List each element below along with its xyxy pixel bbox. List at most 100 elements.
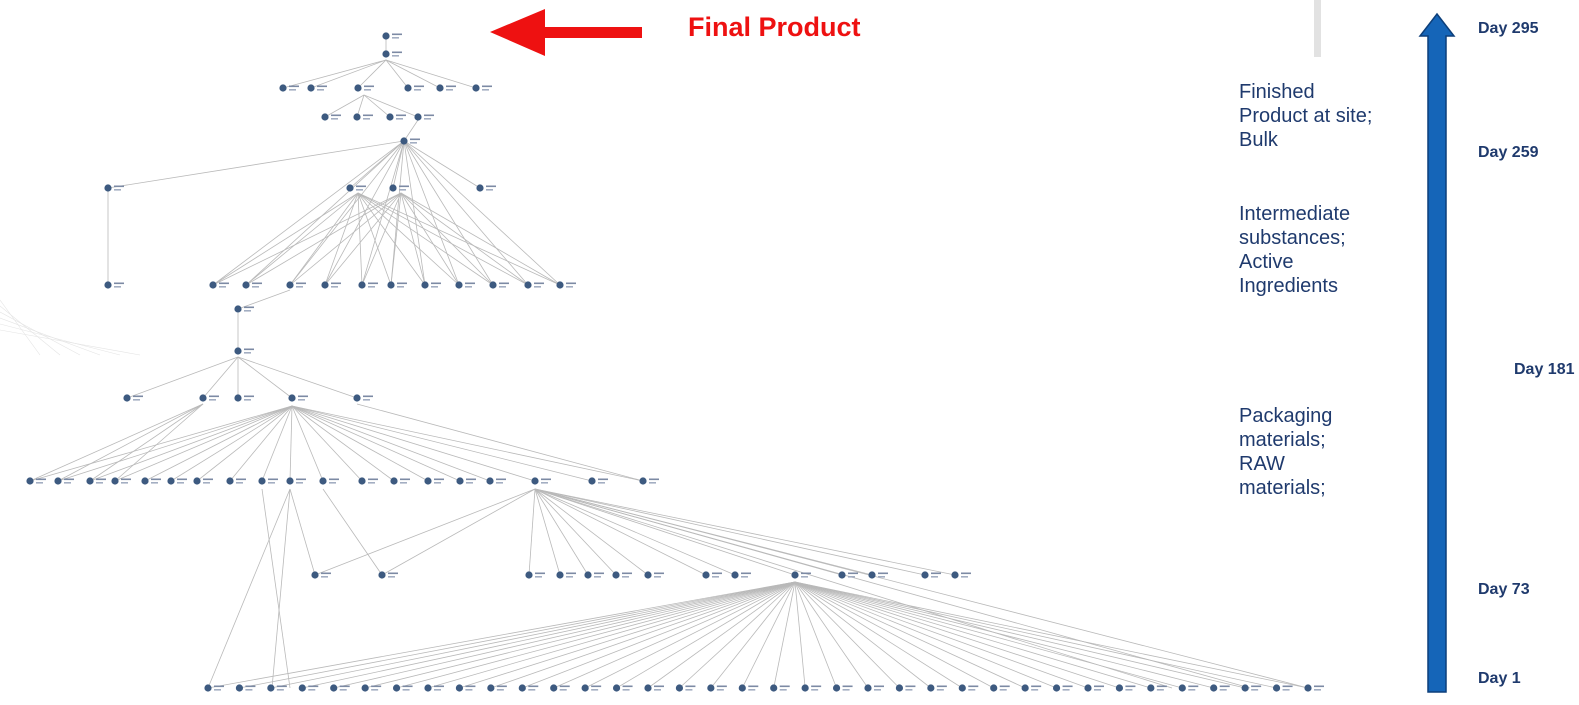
tree-node <box>354 84 374 92</box>
tree-node <box>414 113 434 121</box>
tree-node <box>424 684 444 692</box>
tree-edge <box>245 140 405 286</box>
tree-edge <box>291 405 324 482</box>
tree-edge <box>361 192 402 286</box>
day-label-295: Day 295 <box>1478 20 1539 37</box>
tree-edge <box>57 403 204 482</box>
tree-node <box>927 684 947 692</box>
tree-edge <box>396 581 796 689</box>
tree-node <box>424 477 444 485</box>
tree-edge <box>357 192 363 286</box>
tree-edge <box>794 581 1277 689</box>
tree-node <box>346 184 366 192</box>
tree-edge <box>302 581 796 689</box>
tree-node <box>234 347 254 355</box>
tree-node <box>321 281 341 289</box>
tree-edge <box>356 94 365 118</box>
tree-node <box>731 571 751 579</box>
tree-node <box>330 684 350 692</box>
tree-node <box>123 394 143 402</box>
tree-edge <box>534 488 736 576</box>
tree-node <box>286 477 306 485</box>
tree-edge <box>314 488 536 576</box>
tree-node <box>487 684 507 692</box>
tree-edge <box>291 405 491 482</box>
tree-node <box>319 477 339 485</box>
tree-edge <box>261 405 293 482</box>
tree-node <box>531 477 551 485</box>
tree-edge <box>363 94 419 118</box>
day-label-181: Day 181 <box>1514 361 1575 378</box>
tree-edge <box>794 581 1214 689</box>
tree-edge <box>390 140 405 286</box>
tree-node <box>392 684 413 692</box>
tree-node <box>387 281 407 289</box>
tree-edge <box>202 356 239 399</box>
stage-label-materials: Packaging materials; RAW materials; <box>1239 404 1419 500</box>
tree-edge <box>403 140 494 286</box>
tree-edge <box>322 488 383 576</box>
tree-edge <box>794 581 806 689</box>
tree-node <box>298 684 319 692</box>
tree-edge <box>522 581 796 689</box>
tree-edge <box>126 356 239 399</box>
tree-node <box>472 84 492 92</box>
tree-edge <box>289 140 405 286</box>
tree-node <box>311 571 331 579</box>
tree-node <box>644 571 664 579</box>
tree-edge <box>114 403 204 482</box>
tree-edge <box>392 140 405 189</box>
tree-node <box>54 477 74 485</box>
tree-node <box>104 184 124 192</box>
tree-node <box>279 84 299 92</box>
tree-edge <box>403 140 529 286</box>
tree-edge <box>114 405 293 482</box>
tree-node <box>234 394 254 402</box>
tree-edge <box>741 581 796 689</box>
tree-edge <box>794 581 963 689</box>
tree-node <box>321 113 341 121</box>
tree-edge <box>361 140 405 286</box>
tree-node <box>951 571 971 579</box>
tree-node <box>455 281 475 289</box>
tree-edge <box>356 403 644 482</box>
tree-edge <box>385 59 477 89</box>
tree-edge <box>427 581 796 689</box>
tree-edge <box>245 192 359 286</box>
tree-edge <box>291 405 395 482</box>
tree-node <box>612 684 633 692</box>
tree-node <box>193 477 213 485</box>
tree-edge <box>107 140 405 189</box>
tree-node <box>378 571 398 579</box>
tree-node <box>524 281 544 289</box>
tree-node <box>738 684 759 692</box>
tree-node <box>141 477 161 485</box>
tree-edge <box>29 403 204 482</box>
tree-edge <box>245 192 402 286</box>
tree-edge <box>534 488 589 576</box>
tree-edge <box>534 488 1251 689</box>
tree-edge <box>794 581 1089 689</box>
tree-node <box>386 113 406 121</box>
tree-edge <box>459 581 796 689</box>
tree-edge <box>365 581 796 689</box>
tree-node <box>167 477 187 485</box>
tree-node <box>111 477 131 485</box>
tree-edge <box>794 581 1026 689</box>
tree-edge <box>357 192 561 286</box>
tree-edge <box>403 140 481 189</box>
tree-edge <box>794 581 1309 689</box>
tree-edge <box>381 488 536 576</box>
tree-edge <box>534 488 1173 689</box>
tree-edge <box>282 59 387 89</box>
tree-edge <box>237 356 293 399</box>
tree-node <box>361 684 382 692</box>
tree-edge <box>0 299 41 356</box>
tree-edge <box>794 581 994 689</box>
tree-node <box>868 571 888 579</box>
tree-edge <box>310 59 387 89</box>
tree-node <box>353 113 373 121</box>
tree-edge <box>324 94 365 118</box>
